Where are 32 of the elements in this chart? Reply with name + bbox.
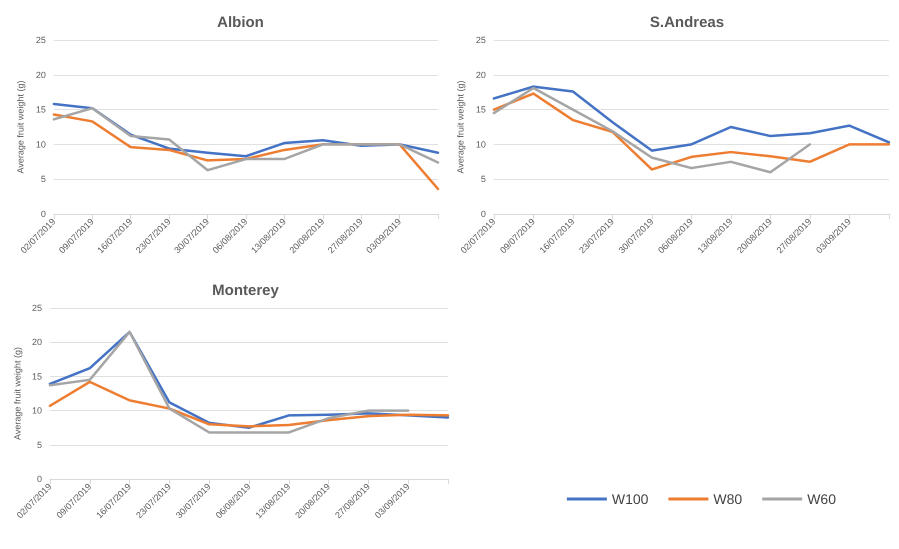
y-tick-label: 0 <box>480 209 486 219</box>
y-tick-label: 10 <box>36 139 46 150</box>
y-tick-label: 5 <box>36 440 42 450</box>
legend-label: W80 <box>713 491 742 507</box>
chart-title: Monterey <box>212 282 280 299</box>
chart-title: Albion <box>217 14 264 31</box>
line-series <box>492 92 890 171</box>
y-tick-label: 25 <box>32 303 42 313</box>
y-axis-title: Average fruit weight (g) <box>16 80 26 174</box>
chart-title: S.Andreas <box>650 14 724 31</box>
line-series <box>492 86 812 174</box>
line-series <box>492 85 890 152</box>
y-tick-label: 5 <box>40 174 46 184</box>
y-tick-label: 10 <box>32 406 42 416</box>
line-series <box>48 380 450 428</box>
y-tick-label: 5 <box>480 174 486 184</box>
y-axis-title: Average fruit weight (g) <box>12 347 22 440</box>
y-tick-label: 15 <box>32 371 42 382</box>
y-tick-label: 20 <box>36 70 46 80</box>
y-tick-label: 25 <box>36 35 46 45</box>
y-tick-label: 0 <box>36 474 42 484</box>
y-tick-label: 0 <box>40 209 46 219</box>
legend-label: W60 <box>807 491 836 507</box>
y-tick-label: 25 <box>476 35 486 45</box>
y-tick-label: 15 <box>36 104 46 115</box>
legend-label: W100 <box>612 491 649 507</box>
y-tick-label: 20 <box>32 337 42 348</box>
y-axis-title: Average fruit weight (g) <box>456 80 466 174</box>
line-series <box>52 106 440 172</box>
y-tick-label: 20 <box>476 70 486 80</box>
y-tick-label: 15 <box>476 104 486 115</box>
y-tick-label: 10 <box>476 139 486 150</box>
